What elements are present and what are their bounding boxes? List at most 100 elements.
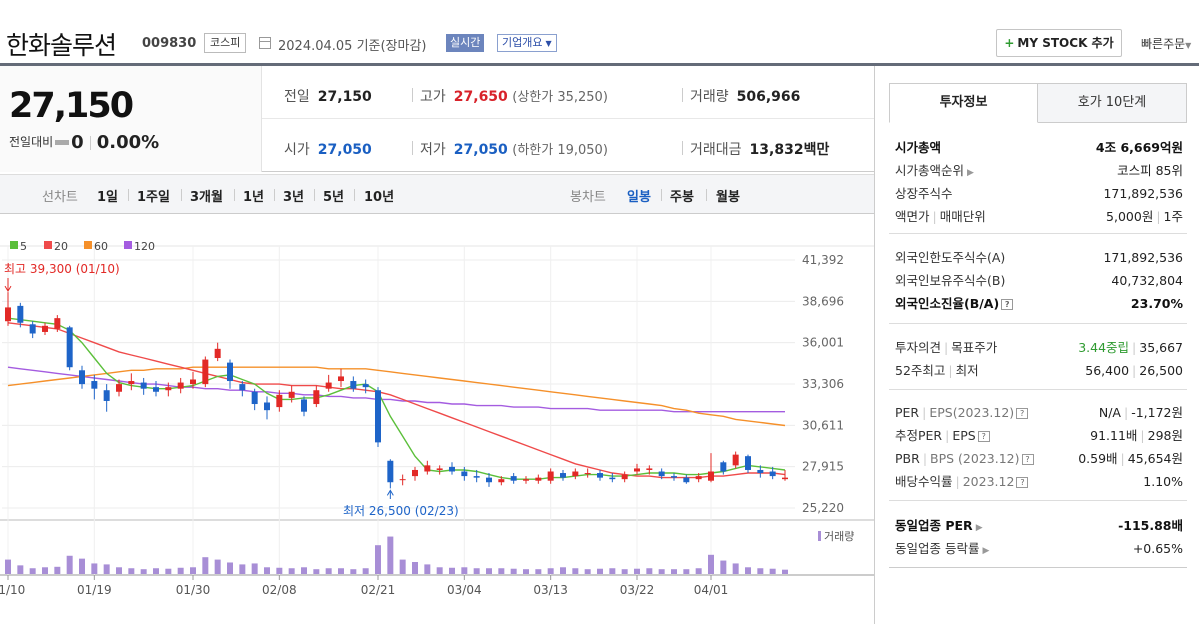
valuation-section: PER | EPS(2023.12)? N/A | -1,172원 추정PER | EPS? 9… bbox=[889, 401, 1187, 501]
volume-bar bbox=[646, 568, 653, 574]
volume-bar bbox=[66, 555, 73, 574]
trading-unit-value: 1주 bbox=[1163, 209, 1183, 224]
candle-body bbox=[732, 454, 739, 466]
price-panel: 27,150 전일대비 0 0.00% 전일 27,150 고가 27,650 (상한가… bbox=[0, 66, 874, 172]
candle-body bbox=[498, 479, 505, 483]
candle-body bbox=[375, 390, 381, 443]
candle-body bbox=[523, 479, 529, 481]
volume-bar bbox=[621, 569, 628, 574]
tab-1d[interactable]: 1일 bbox=[97, 190, 119, 205]
candle-body bbox=[5, 307, 11, 322]
tab-monthly[interactable]: 월봉 bbox=[716, 190, 740, 205]
tab-weekly[interactable]: 주봉 bbox=[670, 190, 694, 205]
open-label: 시가 bbox=[284, 142, 310, 158]
dividend-yield-label: 배당수익률 bbox=[895, 474, 953, 489]
help-icon[interactable]: ? bbox=[1021, 454, 1034, 465]
ma120-line bbox=[7, 366, 785, 413]
volume-bar bbox=[79, 558, 85, 574]
est-per-value: 91.11배 bbox=[1090, 428, 1138, 443]
open-value: 27,050 bbox=[317, 142, 372, 158]
info-row: 추정PER | EPS? 91.11배 | 298원 bbox=[895, 428, 1183, 443]
candle-body bbox=[399, 479, 406, 481]
per-label: PER bbox=[895, 405, 920, 420]
candle-body bbox=[264, 402, 270, 411]
52w-high-label: 52주최고 bbox=[895, 363, 946, 378]
candle-body bbox=[91, 381, 98, 389]
volume-bar bbox=[313, 569, 320, 574]
realtime-button[interactable]: 실시간 bbox=[446, 34, 485, 52]
target-price-label: 목표주가 bbox=[951, 340, 998, 355]
company-overview-label: 기업개요 bbox=[502, 36, 543, 49]
flat-icon bbox=[55, 140, 70, 145]
tab-1y[interactable]: 1년 bbox=[243, 190, 265, 205]
info-row: 배당수익률 | 2023.12? 1.10% bbox=[889, 470, 1187, 493]
x-tick-label: 04/01 bbox=[694, 583, 729, 597]
chart-period-tabs: 선차트 1일 1주일 3개월 1년 3년 5년 10년 봉차트 일봉 주봉 월봉 bbox=[0, 174, 874, 214]
prev-close-label: 전일 bbox=[284, 89, 310, 105]
tab-5y[interactable]: 5년 bbox=[323, 190, 345, 205]
help-icon[interactable]: ? bbox=[1016, 408, 1029, 419]
company-overview-dropdown[interactable]: 기업개요 ▼ bbox=[497, 34, 557, 52]
tab-order-book[interactable]: 호가 10단계 bbox=[1038, 83, 1187, 123]
volume-bar bbox=[597, 568, 603, 574]
x-tick-label: 03/13 bbox=[533, 583, 568, 597]
trade-amount-value: 13,832 bbox=[749, 142, 804, 158]
divider bbox=[181, 189, 182, 201]
as-of-date: 2024.04.05 기준(장마감) bbox=[278, 39, 427, 54]
volume-bar bbox=[745, 567, 751, 574]
stock-chart[interactable]: 41,392 38,696 36,001 33,306 30,611 27,915 25,2… bbox=[0, 215, 874, 624]
tab-10y[interactable]: 10년 bbox=[364, 190, 395, 205]
volume-bar bbox=[202, 557, 209, 574]
info-row[interactable]: 동일업종 등락률 ▶ +0.65% bbox=[889, 537, 1187, 560]
quick-order-button[interactable]: 빠른주문▼ bbox=[1141, 35, 1191, 52]
candle-body bbox=[362, 384, 369, 388]
high-label: 고가 bbox=[420, 89, 446, 105]
tab-daily[interactable]: 일봉 bbox=[627, 190, 651, 205]
tab-1w[interactable]: 1주일 bbox=[137, 190, 170, 205]
info-row: 외국인한도주식수(A) 171,892,536 bbox=[889, 246, 1187, 269]
help-icon[interactable]: ? bbox=[1016, 477, 1029, 488]
tab-3y[interactable]: 3년 bbox=[283, 190, 305, 205]
volume-bar bbox=[288, 568, 295, 574]
help-icon[interactable]: ? bbox=[977, 431, 990, 442]
opinion-value: 3.44중립 bbox=[1078, 340, 1130, 355]
volume-bar bbox=[177, 567, 184, 574]
x-tick-label: 01/30 bbox=[176, 583, 211, 597]
volume-bar bbox=[375, 545, 381, 574]
volume-label: 거래량 bbox=[824, 530, 854, 543]
y-tick-label: 36,001 bbox=[802, 336, 844, 350]
trading-unit-label: 매매단위 bbox=[939, 209, 986, 224]
divider bbox=[682, 88, 683, 102]
candle-body bbox=[621, 474, 628, 480]
candle-body bbox=[461, 471, 468, 477]
candle-body bbox=[313, 390, 320, 405]
candle-body bbox=[535, 477, 542, 481]
legend-label: 5 bbox=[20, 240, 27, 253]
y-tick-label: 38,696 bbox=[802, 294, 844, 308]
chevron-right-icon: ▶ bbox=[975, 523, 983, 533]
candle-body bbox=[757, 469, 764, 474]
help-icon[interactable]: ? bbox=[1001, 299, 1014, 310]
volume-bar bbox=[695, 568, 702, 574]
tab-investment-info[interactable]: 투자정보 bbox=[889, 83, 1038, 123]
opinion-label: 투자의견 bbox=[895, 340, 942, 355]
candle-body bbox=[338, 376, 344, 382]
info-row[interactable]: 시가총액순위 ▶ 코스피 85위 bbox=[889, 159, 1187, 182]
info-row[interactable]: 동일업종 PER ▶ -115.88배 bbox=[889, 514, 1187, 537]
chevron-down-icon: ▼ bbox=[1185, 41, 1192, 50]
tab-3m[interactable]: 3개월 bbox=[190, 190, 223, 205]
volume-bar bbox=[190, 567, 196, 574]
candle-body bbox=[671, 476, 677, 478]
volume-bar bbox=[276, 567, 283, 574]
ma5-line bbox=[7, 317, 786, 480]
candle-body bbox=[708, 471, 714, 481]
legend-swatch bbox=[10, 241, 18, 249]
volume-bar bbox=[116, 567, 122, 574]
stock-name: 한화솔루션 bbox=[6, 31, 117, 60]
candle-body bbox=[177, 382, 184, 389]
candle-body bbox=[301, 399, 307, 412]
industry-per-label: 동일업종 PER bbox=[895, 518, 973, 533]
add-my-stock-button[interactable]: + MY STOCK 추가 bbox=[996, 29, 1122, 57]
legend-label: 120 bbox=[134, 240, 155, 253]
open-price: 시가 27,050 bbox=[284, 139, 372, 159]
